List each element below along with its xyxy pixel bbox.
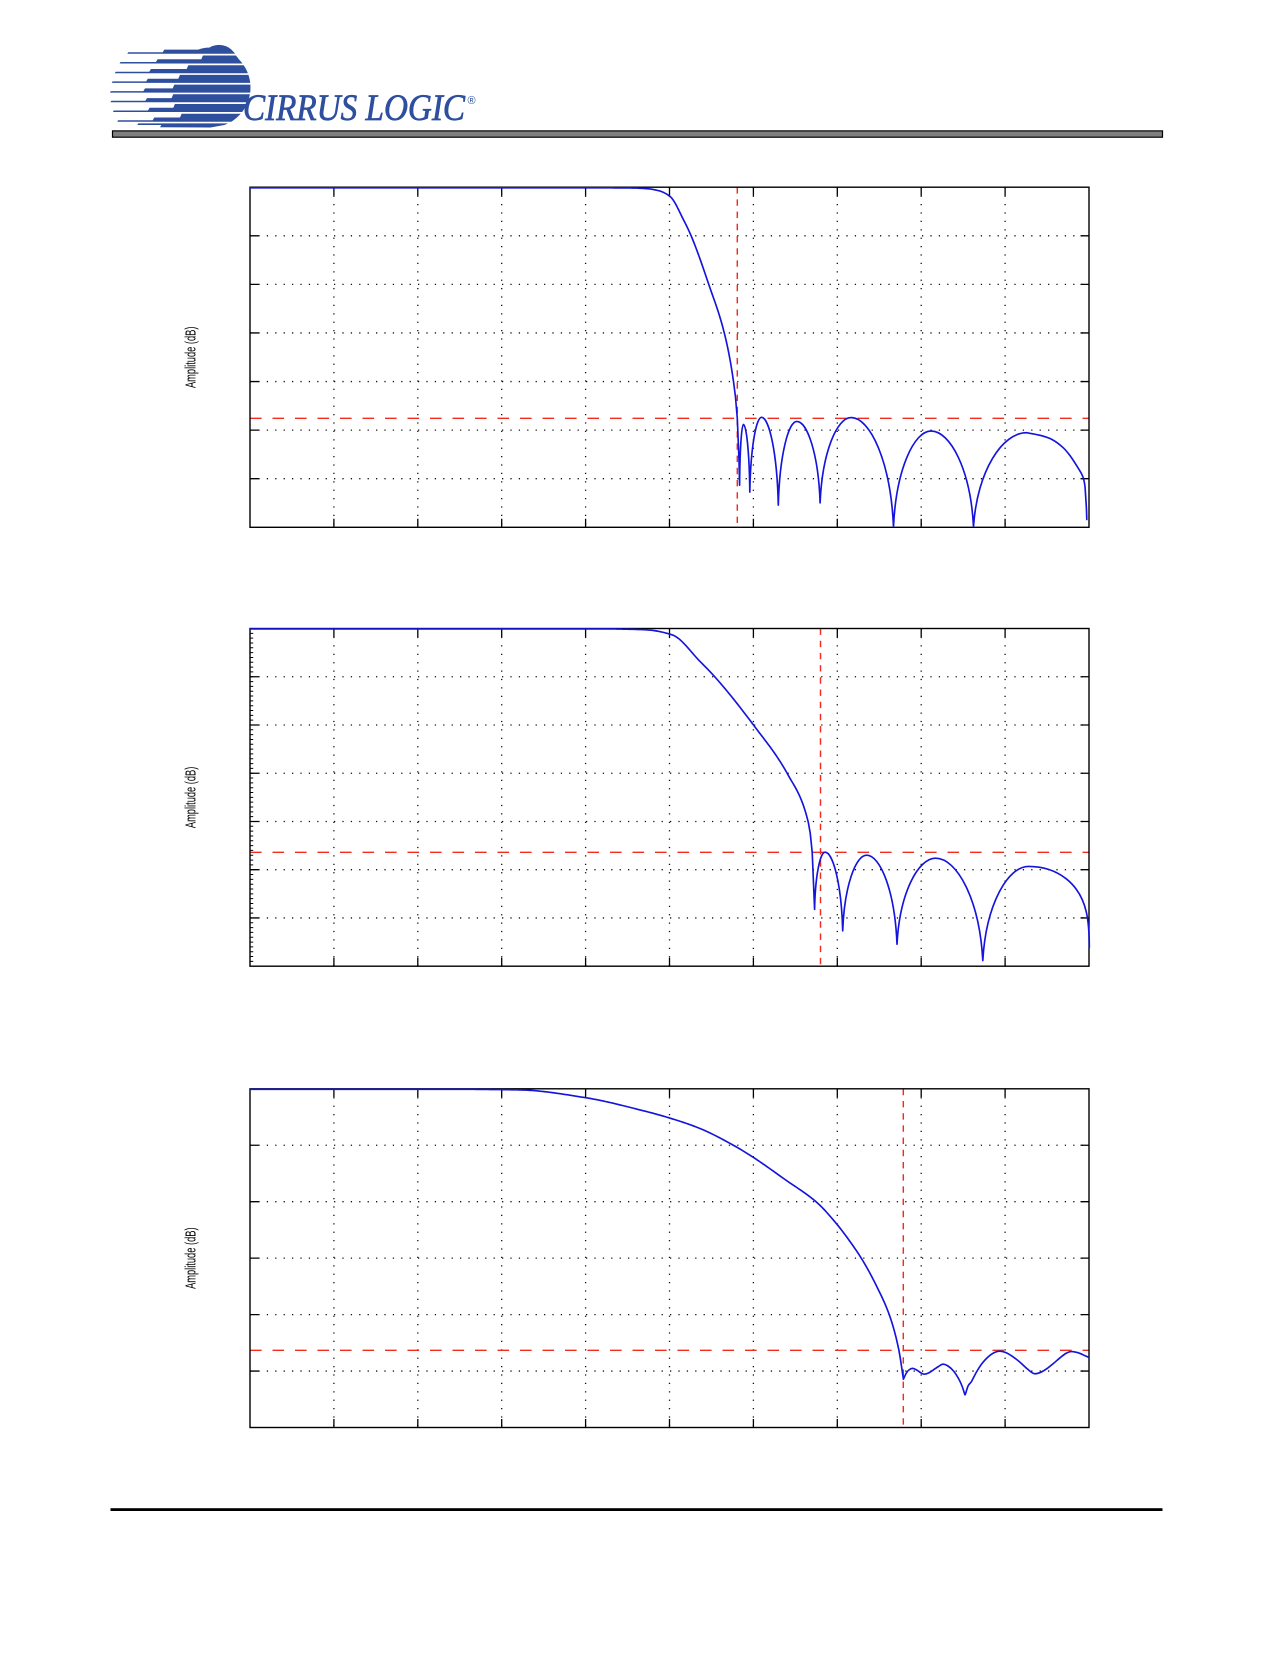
svg-text:Amplitude (dB): Amplitude (dB) bbox=[182, 767, 199, 828]
svg-text:Amplitude (dB): Amplitude (dB) bbox=[182, 1227, 199, 1288]
svg-text:Amplitude (dB): Amplitude (dB) bbox=[182, 327, 199, 388]
svg-text:®: ® bbox=[468, 95, 476, 107]
svg-text:CIRRUS LOGIC: CIRRUS LOGIC bbox=[243, 87, 466, 128]
